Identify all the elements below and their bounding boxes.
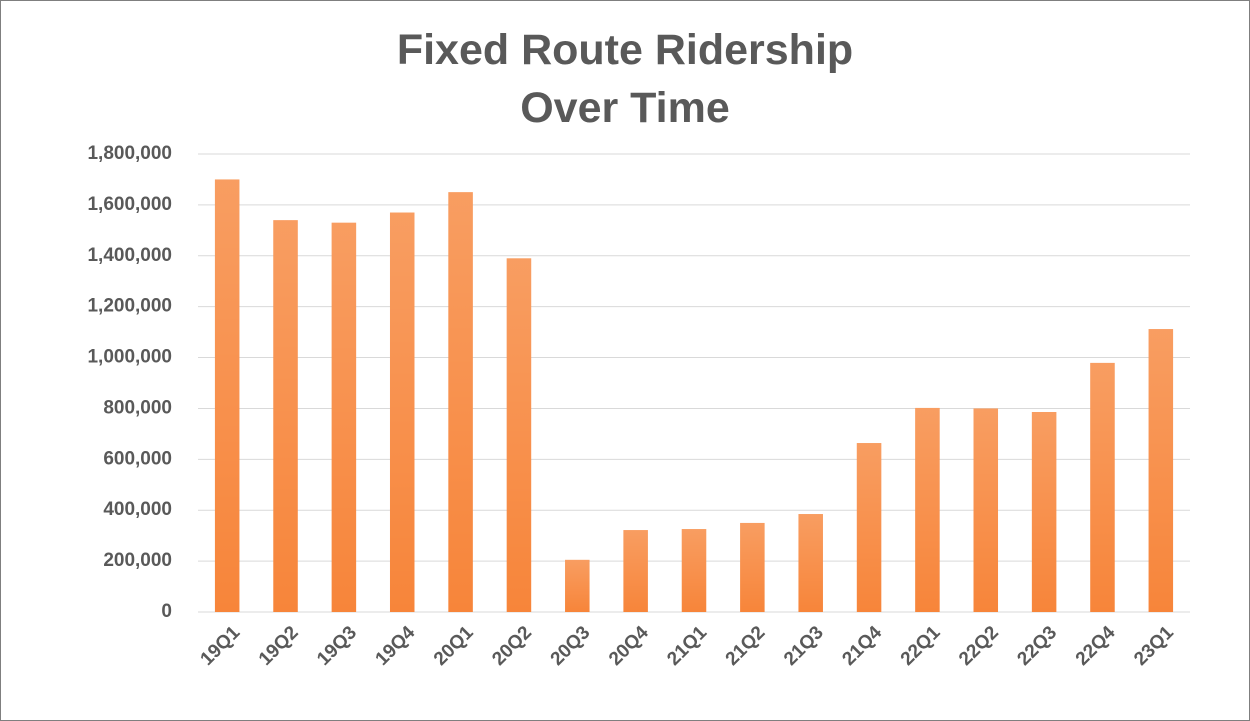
x-tick-label: 22Q1 [897,622,945,670]
x-tick-label: 21Q3 [780,622,828,670]
x-tick-label: 20Q4 [605,622,653,670]
y-tick-label: 1,400,000 [87,245,172,266]
x-tick-label: 21Q4 [838,622,886,670]
bar [565,559,590,612]
x-tick-label: 19Q1 [197,622,245,670]
y-tick-label: 0 [161,601,172,622]
bar [506,258,532,612]
x-tick-label: 23Q1 [1130,622,1178,670]
x-tick-label: 22Q3 [1013,622,1061,670]
bar [681,529,707,612]
bar [973,408,999,612]
bar [448,192,473,612]
bar [1031,412,1057,612]
chart-title: Fixed Route Ridership Over Time [396,26,854,132]
bar [331,222,357,612]
bar [214,179,240,612]
y-tick-label: 1,600,000 [87,194,172,215]
bar [1090,362,1115,612]
bar [1148,329,1174,612]
y-tick-label: 400,000 [103,499,172,520]
x-tick-label: 22Q4 [1072,622,1120,670]
bar [740,522,765,612]
x-tick-label: 19Q4 [372,622,420,670]
bar [798,514,823,612]
y-tick-label: 1,800,000 [87,143,172,164]
y-tick-label: 1,200,000 [87,296,172,317]
x-tick-label: 20Q1 [430,622,478,670]
x-tick-label: 20Q3 [547,622,595,670]
y-tick-label: 800,000 [103,397,172,418]
y-tick-label: 1,000,000 [87,347,172,368]
bar [856,443,882,612]
bar [389,212,415,612]
x-tick-label: 19Q3 [313,622,361,670]
bar [623,530,648,612]
x-tick-label: 20Q2 [488,622,536,670]
y-tick-label: 600,000 [103,448,172,469]
bar [915,407,940,612]
x-tick-label: 21Q2 [722,622,770,670]
x-tick-label: 22Q2 [955,622,1003,670]
bar [273,220,298,612]
x-tick-label: 19Q2 [255,622,303,670]
x-tick-label: 21Q1 [663,622,711,670]
y-tick-label: 200,000 [103,550,172,571]
